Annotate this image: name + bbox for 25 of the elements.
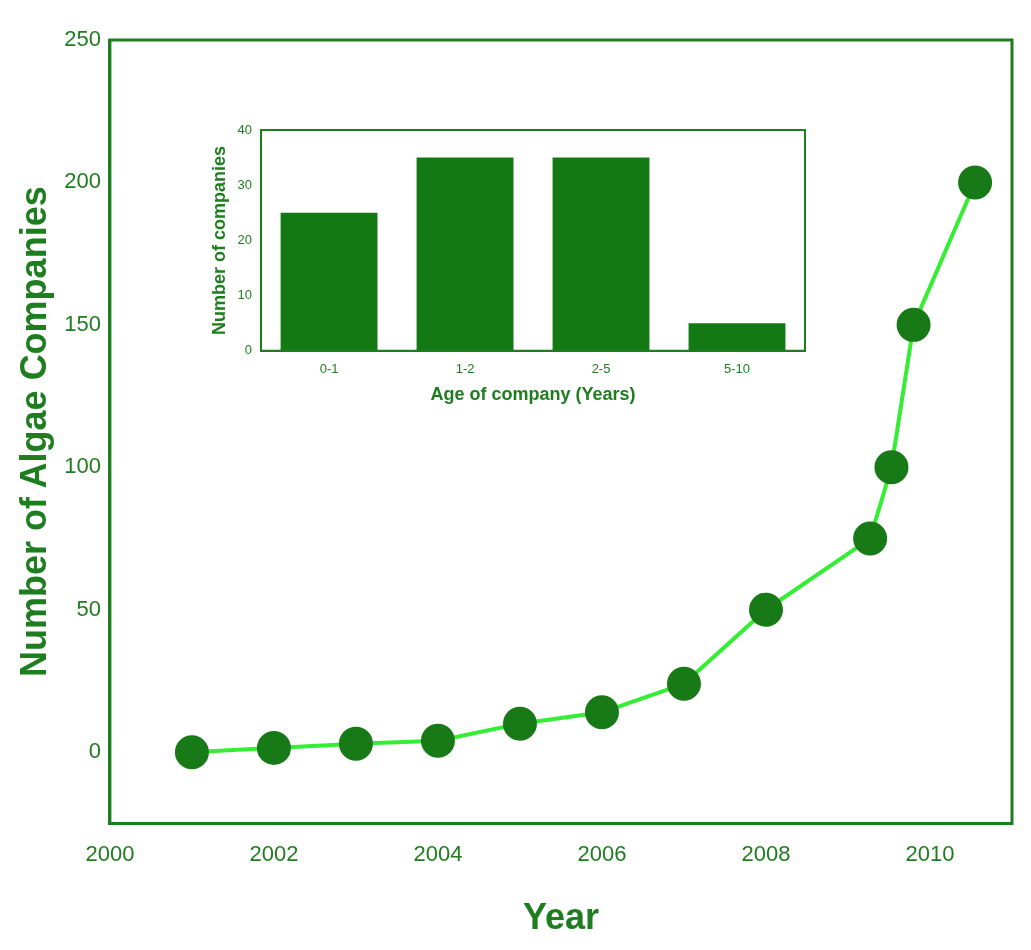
- y-tick-label: 30: [237, 176, 253, 192]
- x-tick-label: 5-10: [723, 361, 751, 377]
- x-axis-title: Year: [522, 896, 599, 938]
- x-axis-title: Age of company (Years): [430, 384, 636, 405]
- x-tick-label: 1-2: [455, 361, 475, 377]
- y-tick-label: 20: [237, 231, 253, 247]
- y-axis-title: Number of Algae Companies: [12, 186, 54, 678]
- y-tick-label: 200: [64, 168, 101, 194]
- y-tick-label: 250: [64, 26, 101, 52]
- y-tick-label: 100: [64, 453, 101, 479]
- x-tick-label: 0-1: [319, 361, 339, 377]
- x-tick-label: 2004: [413, 840, 463, 866]
- y-axis-title: Number of companies: [208, 145, 229, 335]
- x-tick-label: 2-5: [591, 361, 611, 377]
- y-tick-label: 150: [64, 310, 101, 336]
- x-tick-label: 2008: [741, 840, 791, 866]
- y-tick-label: 0: [88, 738, 101, 764]
- x-tick-label: 2006: [577, 840, 627, 866]
- y-tick-label: 10: [237, 287, 253, 303]
- x-tick-label: 2000: [85, 840, 135, 866]
- y-tick-label: 0: [244, 342, 253, 358]
- x-tick-label: 2002: [249, 840, 299, 866]
- y-tick-label: 40: [237, 121, 253, 137]
- x-tick-label: 2010: [905, 840, 955, 866]
- y-tick-label: 50: [76, 595, 101, 621]
